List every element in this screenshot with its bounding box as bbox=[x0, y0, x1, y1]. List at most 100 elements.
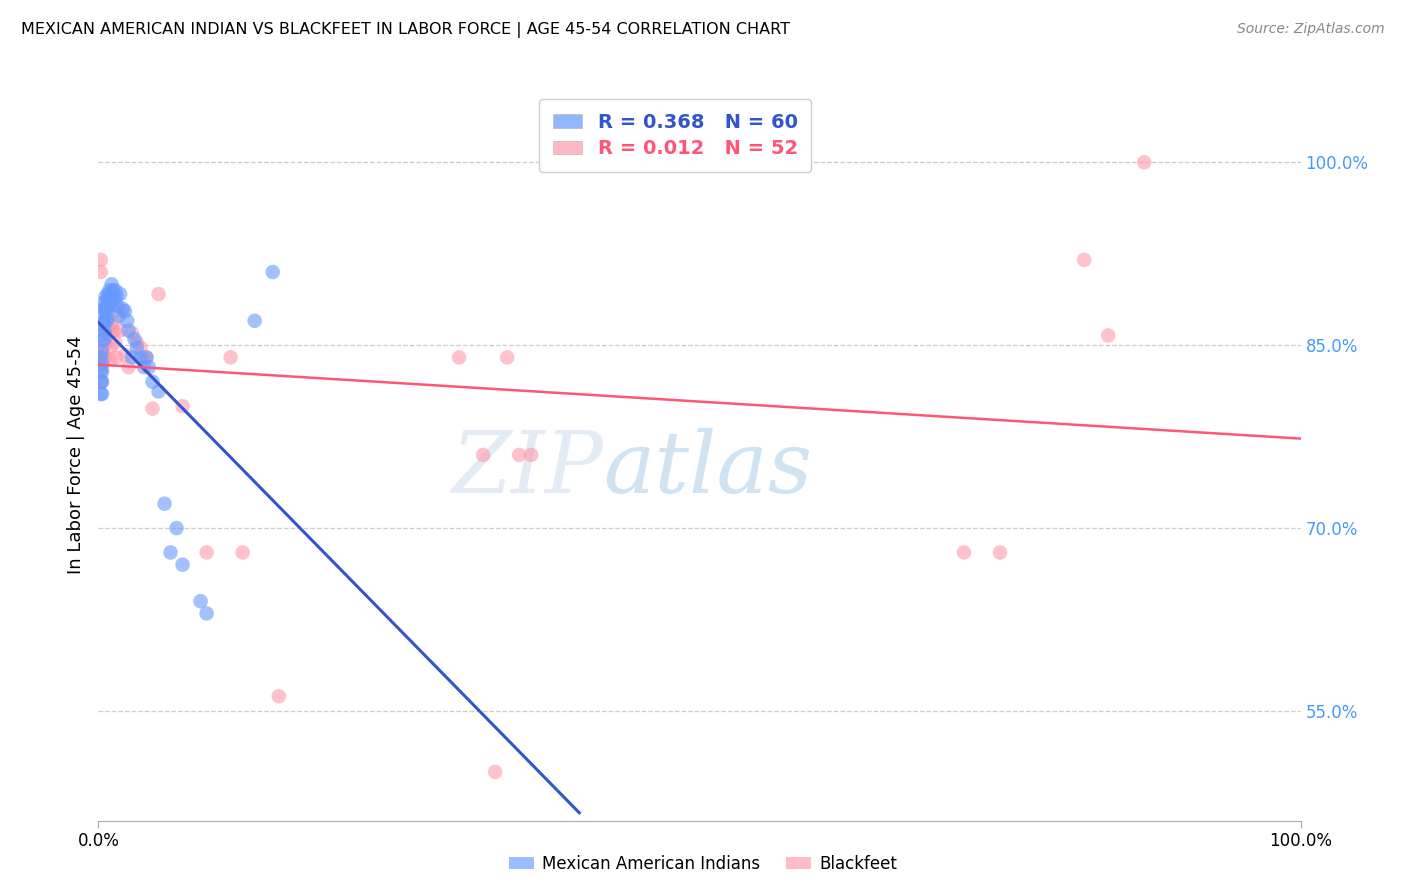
Point bbox=[91, 362, 114, 376]
Point bbox=[129, 341, 152, 355]
Point bbox=[141, 401, 163, 416]
Legend: R = 0.368   N = 60, R = 0.012   N = 52: R = 0.368 N = 60, R = 0.012 N = 52 bbox=[540, 99, 811, 172]
Point bbox=[103, 324, 125, 338]
Point bbox=[1097, 328, 1119, 343]
Point bbox=[100, 352, 122, 367]
Point bbox=[195, 545, 218, 559]
Point bbox=[124, 332, 146, 346]
Text: atlas: atlas bbox=[603, 428, 813, 511]
Point bbox=[91, 375, 114, 389]
Point bbox=[89, 344, 111, 359]
Point bbox=[90, 362, 112, 376]
Point bbox=[1133, 155, 1156, 169]
Point bbox=[98, 284, 121, 298]
Point bbox=[93, 332, 115, 346]
Text: MEXICAN AMERICAN INDIAN VS BLACKFEET IN LABOR FORCE | AGE 45-54 CORRELATION CHAR: MEXICAN AMERICAN INDIAN VS BLACKFEET IN … bbox=[21, 22, 790, 38]
Point bbox=[94, 301, 117, 316]
Point bbox=[105, 289, 128, 303]
Point bbox=[108, 287, 131, 301]
Point bbox=[484, 764, 506, 779]
Point bbox=[496, 351, 519, 365]
Point bbox=[114, 348, 136, 362]
Point bbox=[100, 324, 122, 338]
Text: Source: ZipAtlas.com: Source: ZipAtlas.com bbox=[1237, 22, 1385, 37]
Point bbox=[953, 545, 976, 559]
Point bbox=[262, 265, 284, 279]
Point bbox=[93, 314, 115, 328]
Point bbox=[111, 301, 134, 316]
Point bbox=[125, 335, 148, 350]
Point bbox=[98, 320, 121, 334]
Point bbox=[97, 311, 120, 326]
Point bbox=[114, 304, 136, 318]
Point bbox=[117, 324, 139, 338]
Point bbox=[447, 351, 470, 365]
Point bbox=[91, 301, 114, 316]
Point bbox=[103, 292, 125, 306]
Point bbox=[132, 360, 155, 375]
Point bbox=[190, 594, 212, 608]
Y-axis label: In Labor Force | Age 45-54: In Labor Force | Age 45-54 bbox=[66, 335, 84, 574]
Point bbox=[94, 324, 117, 338]
Point bbox=[111, 304, 134, 318]
Point bbox=[93, 326, 115, 340]
Point bbox=[159, 545, 181, 559]
Point bbox=[96, 314, 118, 328]
Point bbox=[96, 301, 118, 316]
Point bbox=[98, 295, 121, 310]
Point bbox=[93, 324, 115, 338]
Point bbox=[101, 314, 124, 328]
Point bbox=[108, 309, 131, 323]
Point bbox=[117, 360, 139, 375]
Point bbox=[117, 314, 139, 328]
Point bbox=[91, 314, 114, 328]
Point bbox=[219, 351, 242, 365]
Point bbox=[90, 351, 112, 365]
Point bbox=[91, 344, 114, 359]
Point bbox=[135, 351, 157, 365]
Point bbox=[90, 375, 112, 389]
Point bbox=[93, 304, 115, 318]
Point bbox=[93, 351, 115, 365]
Point bbox=[93, 295, 115, 310]
Point bbox=[108, 324, 131, 338]
Point bbox=[520, 448, 543, 462]
Point bbox=[125, 341, 148, 355]
Legend: Mexican American Indians, Blackfeet: Mexican American Indians, Blackfeet bbox=[502, 848, 904, 880]
Point bbox=[129, 351, 152, 365]
Point bbox=[90, 252, 112, 267]
Point bbox=[107, 299, 129, 313]
Point bbox=[94, 289, 117, 303]
Point bbox=[91, 324, 114, 338]
Point bbox=[195, 607, 218, 621]
Point bbox=[91, 351, 114, 365]
Point bbox=[1073, 252, 1095, 267]
Point bbox=[96, 292, 118, 306]
Point bbox=[91, 334, 114, 348]
Point bbox=[148, 287, 170, 301]
Point bbox=[104, 284, 127, 298]
Point bbox=[93, 338, 115, 352]
Point bbox=[94, 314, 117, 328]
Point bbox=[97, 324, 120, 338]
Point bbox=[121, 351, 143, 365]
Point bbox=[91, 375, 114, 389]
Point bbox=[132, 351, 155, 365]
Point bbox=[91, 351, 114, 365]
Point bbox=[91, 365, 114, 379]
Point bbox=[96, 304, 118, 318]
Point bbox=[243, 314, 266, 328]
Point bbox=[97, 298, 120, 312]
Point bbox=[97, 287, 120, 301]
Point bbox=[101, 284, 124, 298]
Point bbox=[267, 690, 290, 704]
Point bbox=[472, 448, 495, 462]
Point bbox=[90, 387, 112, 401]
Point bbox=[172, 399, 194, 413]
Point bbox=[104, 335, 127, 350]
Point bbox=[96, 314, 118, 328]
Point bbox=[90, 265, 112, 279]
Point bbox=[172, 558, 194, 572]
Point bbox=[138, 360, 160, 375]
Point bbox=[100, 277, 122, 292]
